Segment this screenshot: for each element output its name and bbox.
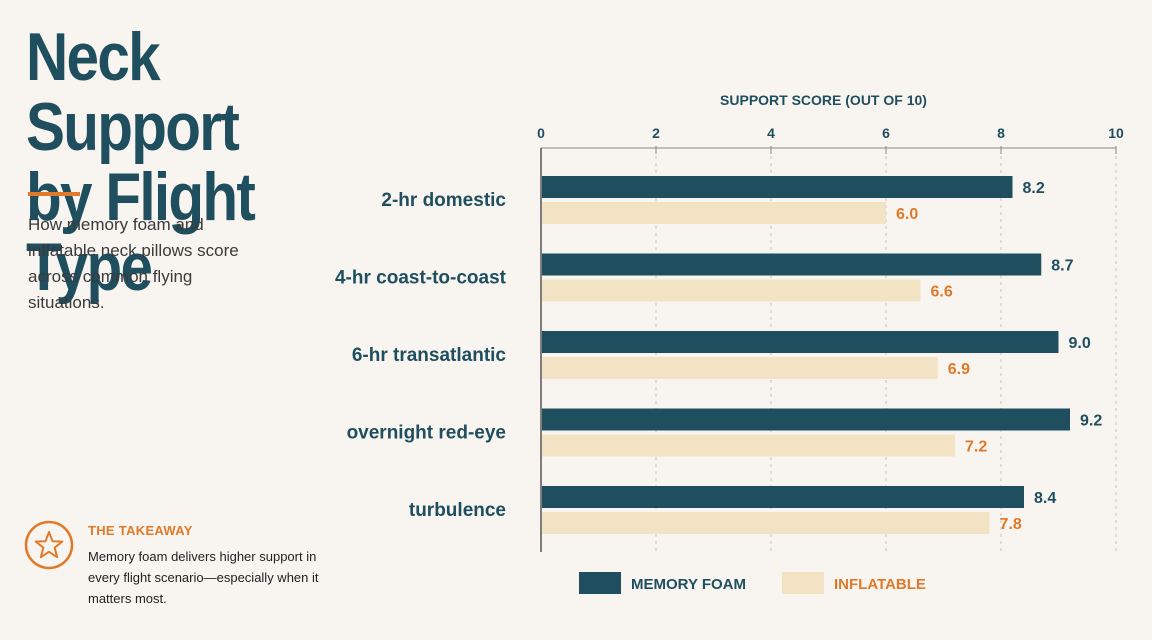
star-icon	[24, 520, 74, 570]
data-label: 6.0	[896, 206, 918, 223]
category-label: 2-hr domestic	[381, 190, 506, 211]
x-tick-label: 8	[997, 125, 1005, 141]
data-label: 9.2	[1080, 413, 1102, 430]
title-line-1: Neck Support	[26, 19, 240, 165]
data-label: 7.8	[1000, 516, 1022, 533]
x-tick-label: 4	[767, 125, 775, 141]
accent-divider	[28, 192, 80, 196]
bar-inflatable	[542, 512, 990, 534]
data-label: 7.2	[965, 439, 987, 456]
bar-memory-foam	[542, 331, 1059, 353]
legend-swatch-memory-foam	[579, 572, 621, 594]
bar-memory-foam	[542, 408, 1070, 431]
x-tick-label: 0	[537, 125, 545, 141]
legend-label: INFLATABLE	[834, 576, 926, 593]
data-label: 6.9	[948, 361, 970, 378]
legend-swatch-inflatable	[782, 572, 824, 594]
category-label: overnight red-eye	[347, 423, 506, 444]
data-label: 6.6	[931, 284, 953, 301]
takeaway-text: Memory foam delivers higher support in e…	[88, 549, 319, 606]
category-label: turbulence	[409, 500, 506, 521]
bar-memory-foam	[542, 176, 1013, 198]
bar-inflatable	[542, 202, 886, 224]
x-axis-title: SUPPORT SCORE (OUT OF 10)	[720, 92, 927, 108]
x-tick-label: 6	[882, 125, 890, 141]
data-label: 8.7	[1051, 258, 1073, 275]
data-label: 9.0	[1069, 335, 1091, 352]
x-tick-label: 2	[652, 125, 660, 141]
category-label: 4-hr coast-to-coast	[335, 268, 507, 289]
bar-inflatable	[542, 357, 938, 379]
bar-memory-foam	[542, 486, 1024, 508]
data-label: 8.2	[1023, 180, 1045, 197]
title-line-2: by Flight Type	[26, 159, 256, 305]
data-label: 8.4	[1034, 490, 1056, 507]
category-label: 6-hr transatlantic	[352, 345, 507, 366]
x-tick-label: 10	[1108, 125, 1124, 141]
takeaway-heading: THE TAKEAWAY	[88, 523, 193, 538]
legend-label: MEMORY FOAM	[631, 576, 746, 593]
page-title: Neck Support by Flight Type	[26, 22, 353, 302]
subtitle: How memory foam and inflatable neck pill…	[28, 215, 239, 312]
bar-inflatable	[542, 434, 955, 457]
bar-memory-foam	[542, 253, 1042, 276]
bar-inflatable	[542, 279, 921, 302]
